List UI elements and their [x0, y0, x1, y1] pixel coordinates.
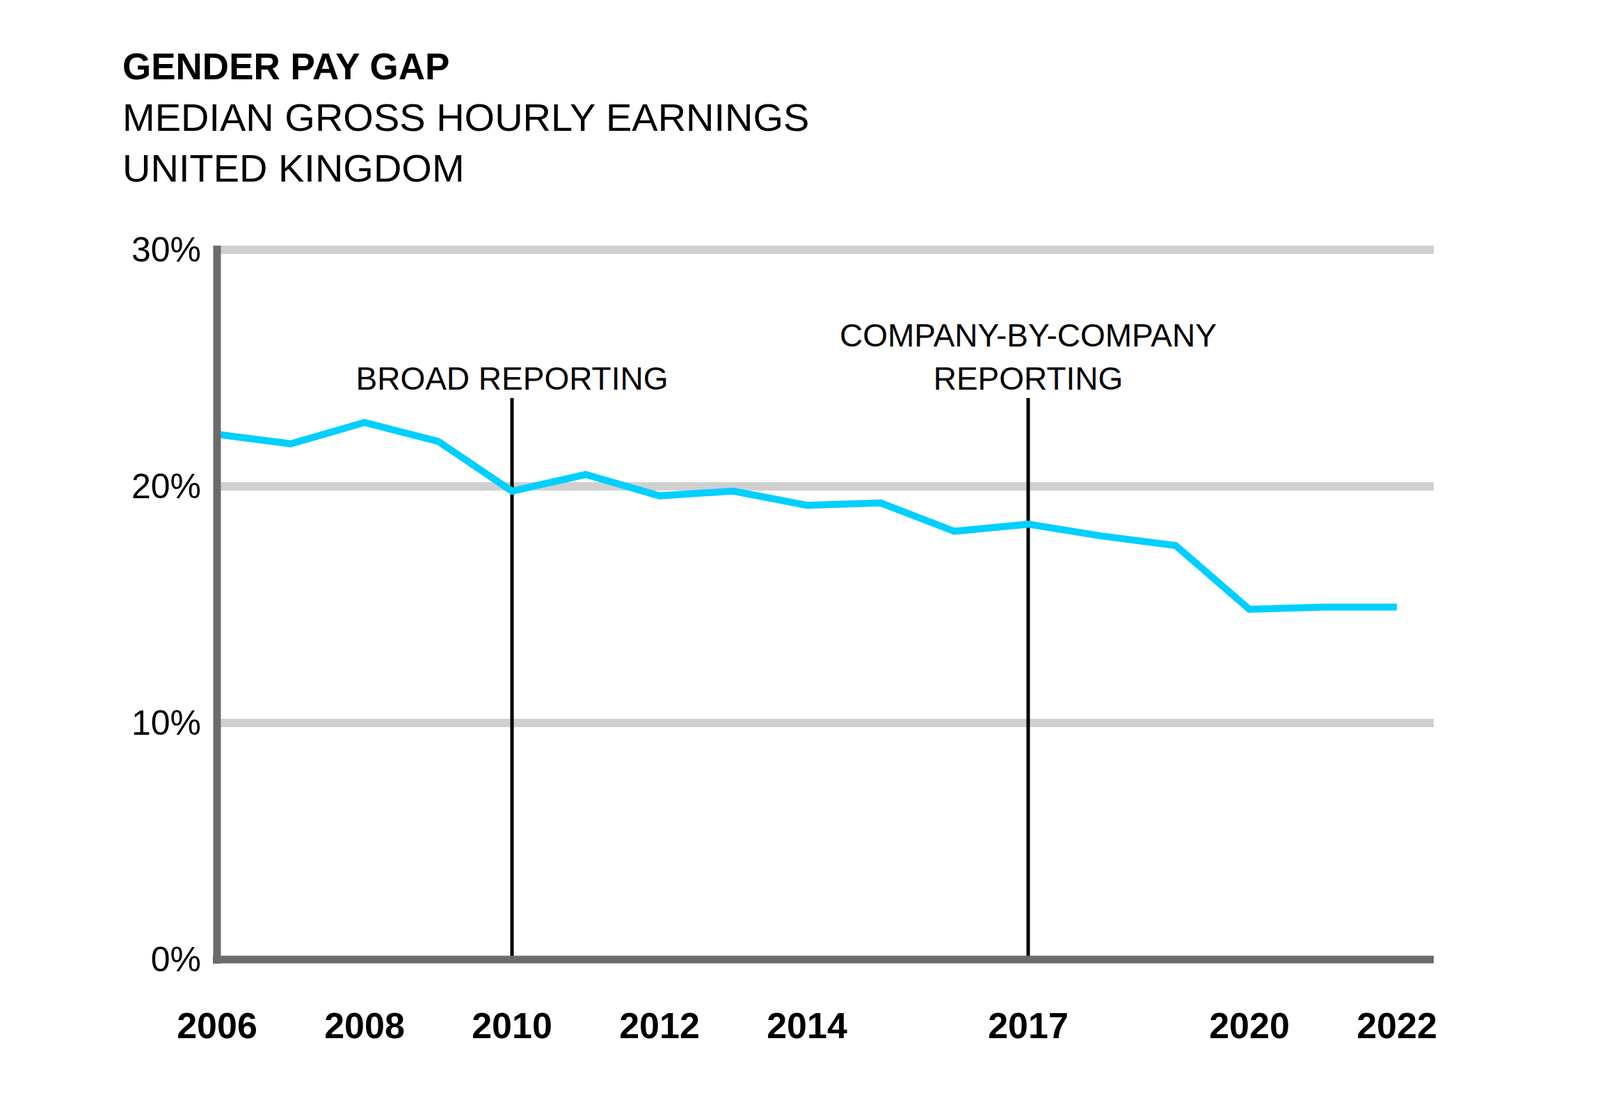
annotation-line [1026, 397, 1031, 960]
x-tick-label: 2020 [1209, 1005, 1290, 1046]
x-tick-label: 2010 [471, 1005, 553, 1046]
subtitle: UNITED KINGDOM [122, 146, 465, 190]
annotation-line [510, 397, 515, 960]
grid-line [217, 482, 1434, 491]
y-tick-label: 20% [131, 466, 202, 506]
annotation-text: REPORTING [933, 360, 1124, 397]
y-tick-label: 10% [131, 703, 202, 743]
grid-line [217, 718, 1434, 727]
title: GENDER PAY GAP [122, 45, 450, 87]
x-tick-label: 2017 [987, 1005, 1069, 1046]
y-tick-label: 0% [150, 939, 202, 979]
x-tick-label: 2008 [324, 1005, 405, 1046]
x-tick-label: 2012 [619, 1005, 700, 1046]
y-tick-label: 30% [131, 230, 202, 270]
chart-container: GENDER PAY GAP MEDIAN GROSS HOURLY EARNIN… [0, 0, 1600, 1114]
x-tick-label: 2014 [766, 1005, 848, 1046]
x-tick-label: 2006 [176, 1005, 258, 1046]
plot-area [217, 422, 1397, 610]
chart-svg: GENDER PAY GAP MEDIAN GROSS HOURLY EARNIN… [0, 0, 1600, 1114]
subtitle: MEDIAN GROSS HOURLY EARNINGS [122, 95, 810, 140]
x-tick-label: 2022 [1356, 1005, 1438, 1046]
y-axis [213, 245, 222, 964]
grid-line [217, 245, 1434, 254]
x-axis [212, 955, 1434, 964]
annotation-text: BROAD REPORTING [356, 360, 669, 397]
annotation-text: COMPANY-BY-COMPANY [839, 317, 1217, 354]
data-line [217, 422, 1397, 610]
